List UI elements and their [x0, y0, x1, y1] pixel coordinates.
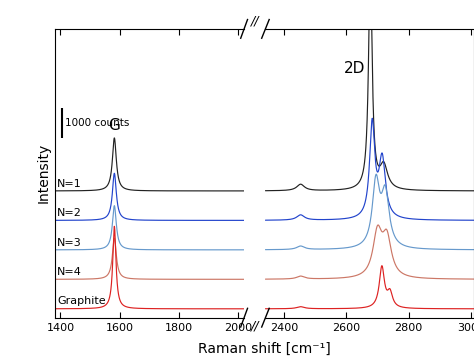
Text: G: G: [109, 118, 120, 134]
Text: N=2: N=2: [57, 208, 82, 218]
Text: //: //: [251, 319, 259, 332]
Text: N=1: N=1: [57, 179, 82, 188]
Text: Graphite: Graphite: [57, 296, 106, 306]
Text: Raman shift [cm⁻¹]: Raman shift [cm⁻¹]: [198, 342, 331, 356]
Text: 2D: 2D: [344, 61, 365, 76]
Y-axis label: Intensity: Intensity: [36, 143, 50, 203]
Text: N=3: N=3: [57, 238, 82, 248]
Text: 1000 counts: 1000 counts: [65, 118, 130, 128]
Text: N=4: N=4: [57, 267, 82, 277]
Text: //: //: [251, 14, 259, 27]
